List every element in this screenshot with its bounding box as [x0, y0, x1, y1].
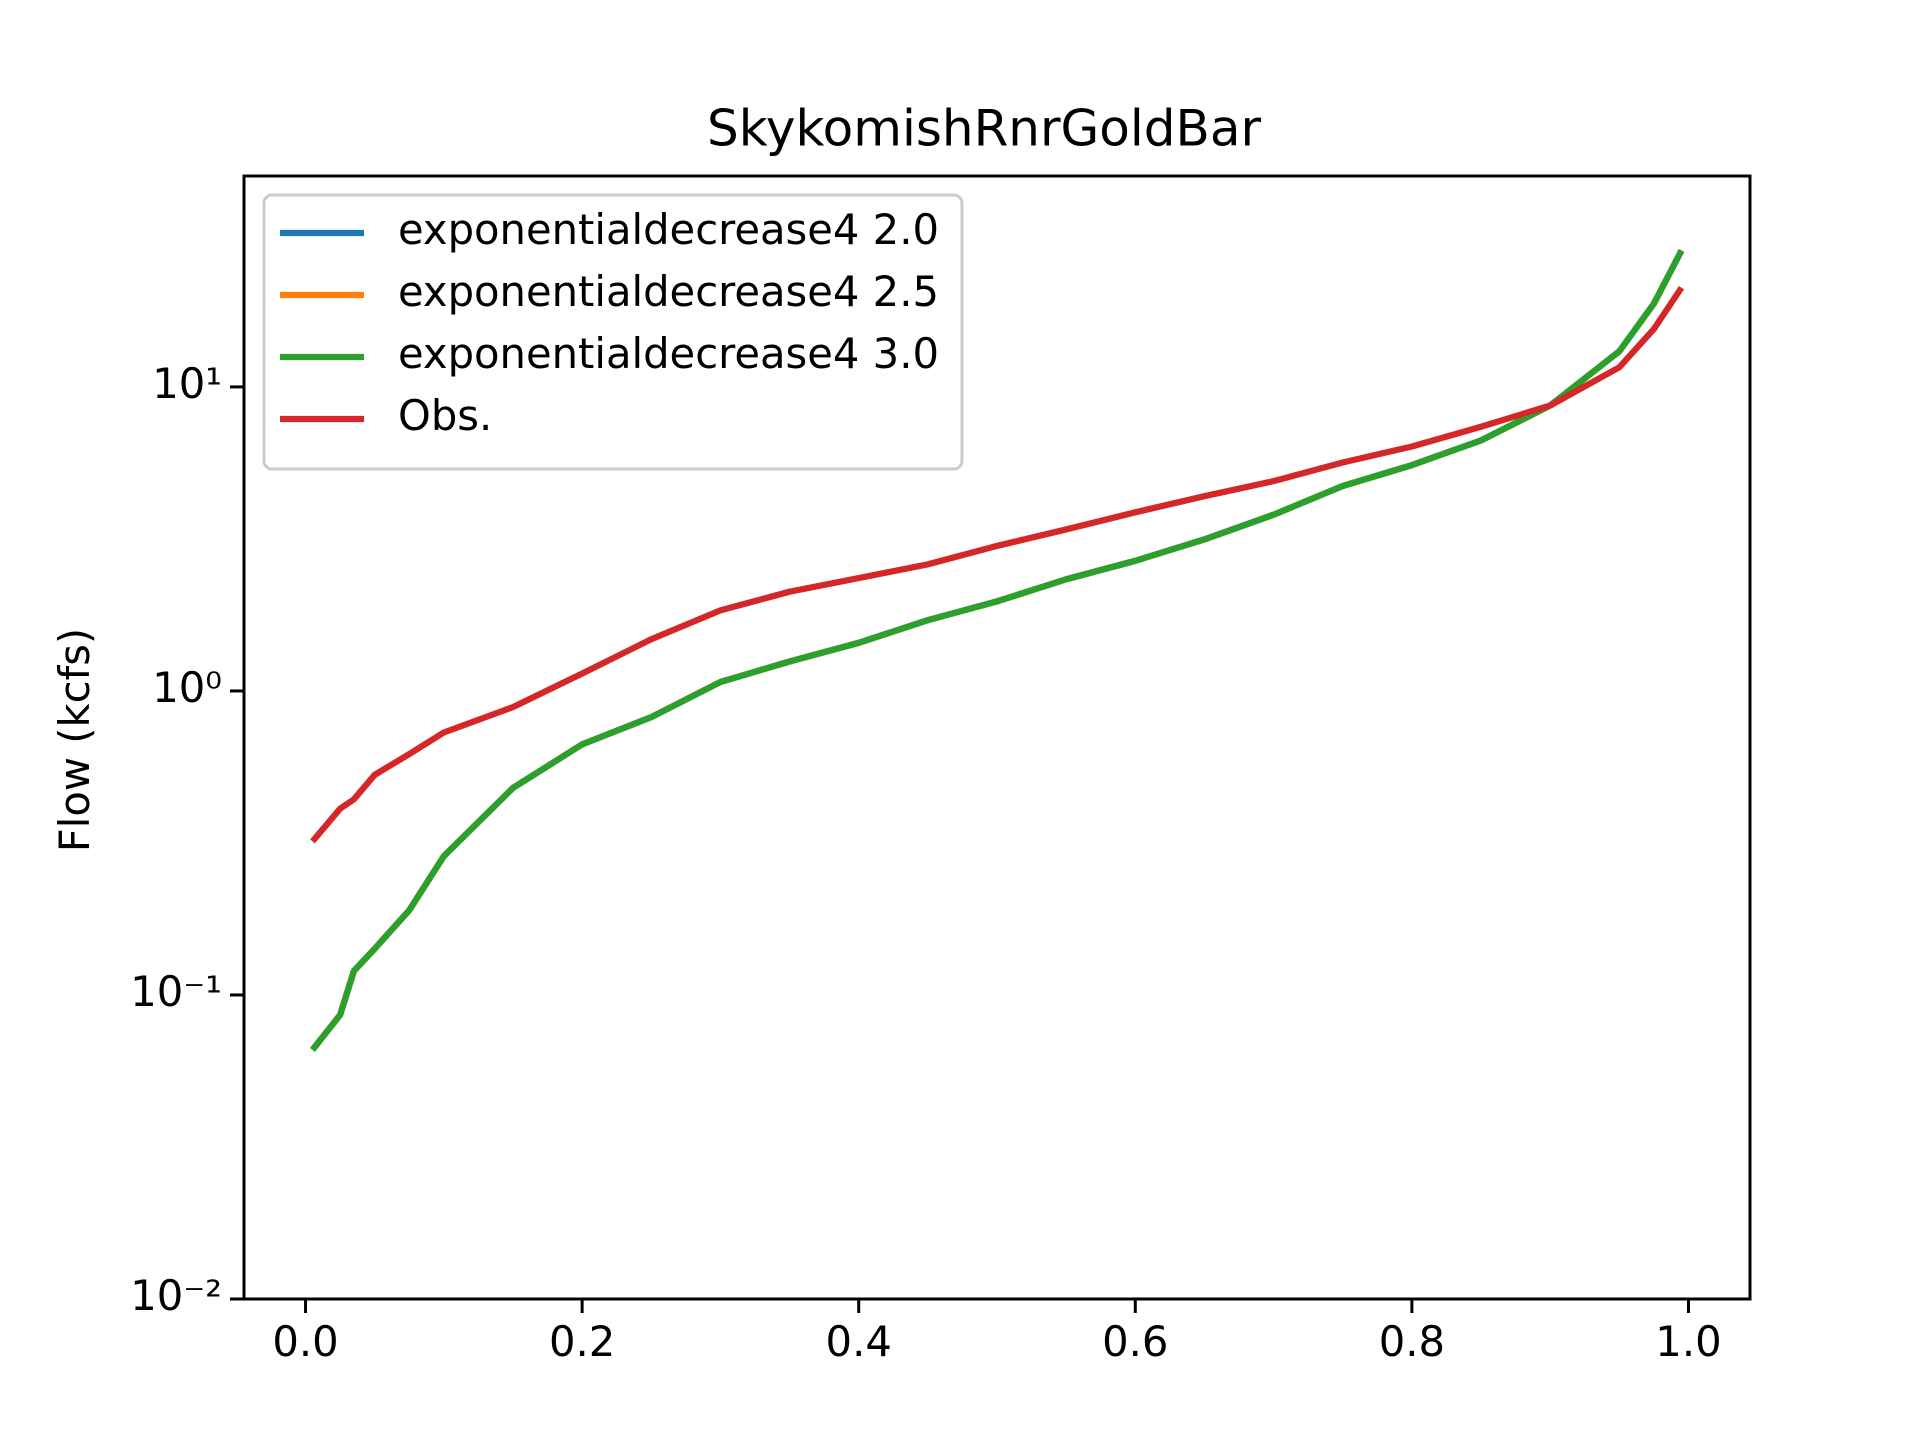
legend-label: exponentialdecrease4 2.5	[398, 267, 939, 316]
y-axis-label: Flow (kcfs)	[50, 628, 99, 852]
y-tick-label: 10⁻²	[130, 1271, 222, 1320]
y-tick-label: 10⁰	[152, 663, 222, 712]
x-tick-label: 0.8	[1379, 1317, 1445, 1366]
series-line	[310, 285, 1685, 844]
y-tick-label: 10⁻¹	[130, 967, 222, 1016]
x-tick-label: 0.4	[826, 1317, 892, 1366]
legend-box	[262, 193, 964, 471]
x-tick-label: 0.0	[272, 1317, 338, 1366]
legend-label: Obs.	[398, 391, 492, 440]
legend-label: exponentialdecrease4 3.0	[398, 329, 939, 378]
chart-title: SkykomishRnrGoldBar	[707, 100, 1261, 158]
y-tick-label: 10¹	[152, 359, 222, 408]
x-tick-label: 0.2	[549, 1317, 615, 1366]
x-tick-label: 0.6	[1102, 1317, 1168, 1366]
legend-label: exponentialdecrease4 2.0	[398, 205, 939, 254]
plot-frame	[242, 174, 1752, 1301]
series-line	[310, 249, 1685, 1052]
x-tick-label: 1.0	[1655, 1317, 1721, 1366]
